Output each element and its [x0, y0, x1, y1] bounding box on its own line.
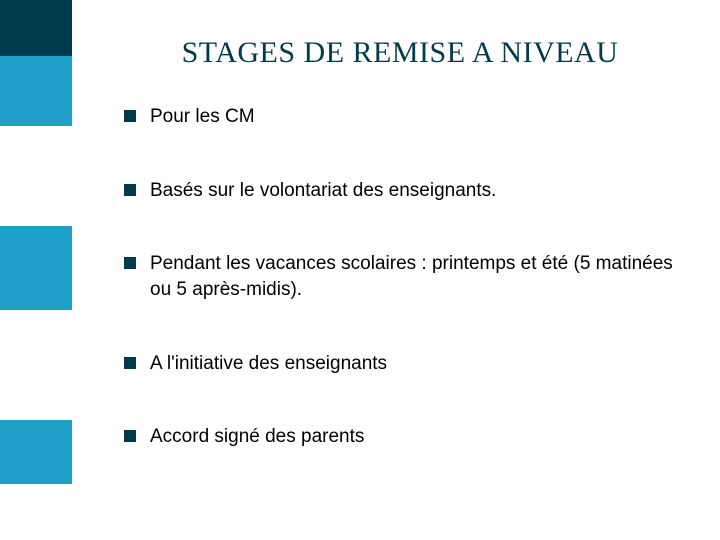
bullet-text: A l'initiative des enseignants [150, 351, 680, 377]
bullet-item: Accord signé des parents [124, 424, 680, 450]
sidebar-decoration [0, 0, 72, 540]
bullet-list: Pour les CM Basés sur le volontariat des … [120, 104, 680, 450]
slide-content: STAGES DE REMISE A NIVEAU Pour les CM Bas… [72, 0, 720, 540]
square-bullet-icon [124, 110, 136, 122]
bullet-text: Pour les CM [150, 104, 680, 130]
sidebar-band [0, 310, 72, 420]
bullet-item: Pour les CM [124, 104, 680, 130]
bullet-item: A l'initiative des enseignants [124, 351, 680, 377]
sidebar-band [0, 0, 72, 56]
sidebar-band [0, 484, 72, 540]
square-bullet-icon [124, 184, 136, 196]
sidebar-band [0, 420, 72, 484]
bullet-item: Basés sur le volontariat des enseignants… [124, 178, 680, 204]
bullet-text: Accord signé des parents [150, 424, 680, 450]
bullet-text: Basés sur le volontariat des enseignants… [150, 178, 680, 204]
square-bullet-icon [124, 430, 136, 442]
square-bullet-icon [124, 357, 136, 369]
bullet-text: Pendant les vacances scolaires : printem… [150, 251, 680, 302]
square-bullet-icon [124, 257, 136, 269]
slide-title: STAGES DE REMISE A NIVEAU [120, 36, 680, 70]
bullet-item: Pendant les vacances scolaires : printem… [124, 251, 680, 302]
sidebar-band [0, 56, 72, 126]
sidebar-band [0, 126, 72, 226]
sidebar-band [0, 226, 72, 310]
